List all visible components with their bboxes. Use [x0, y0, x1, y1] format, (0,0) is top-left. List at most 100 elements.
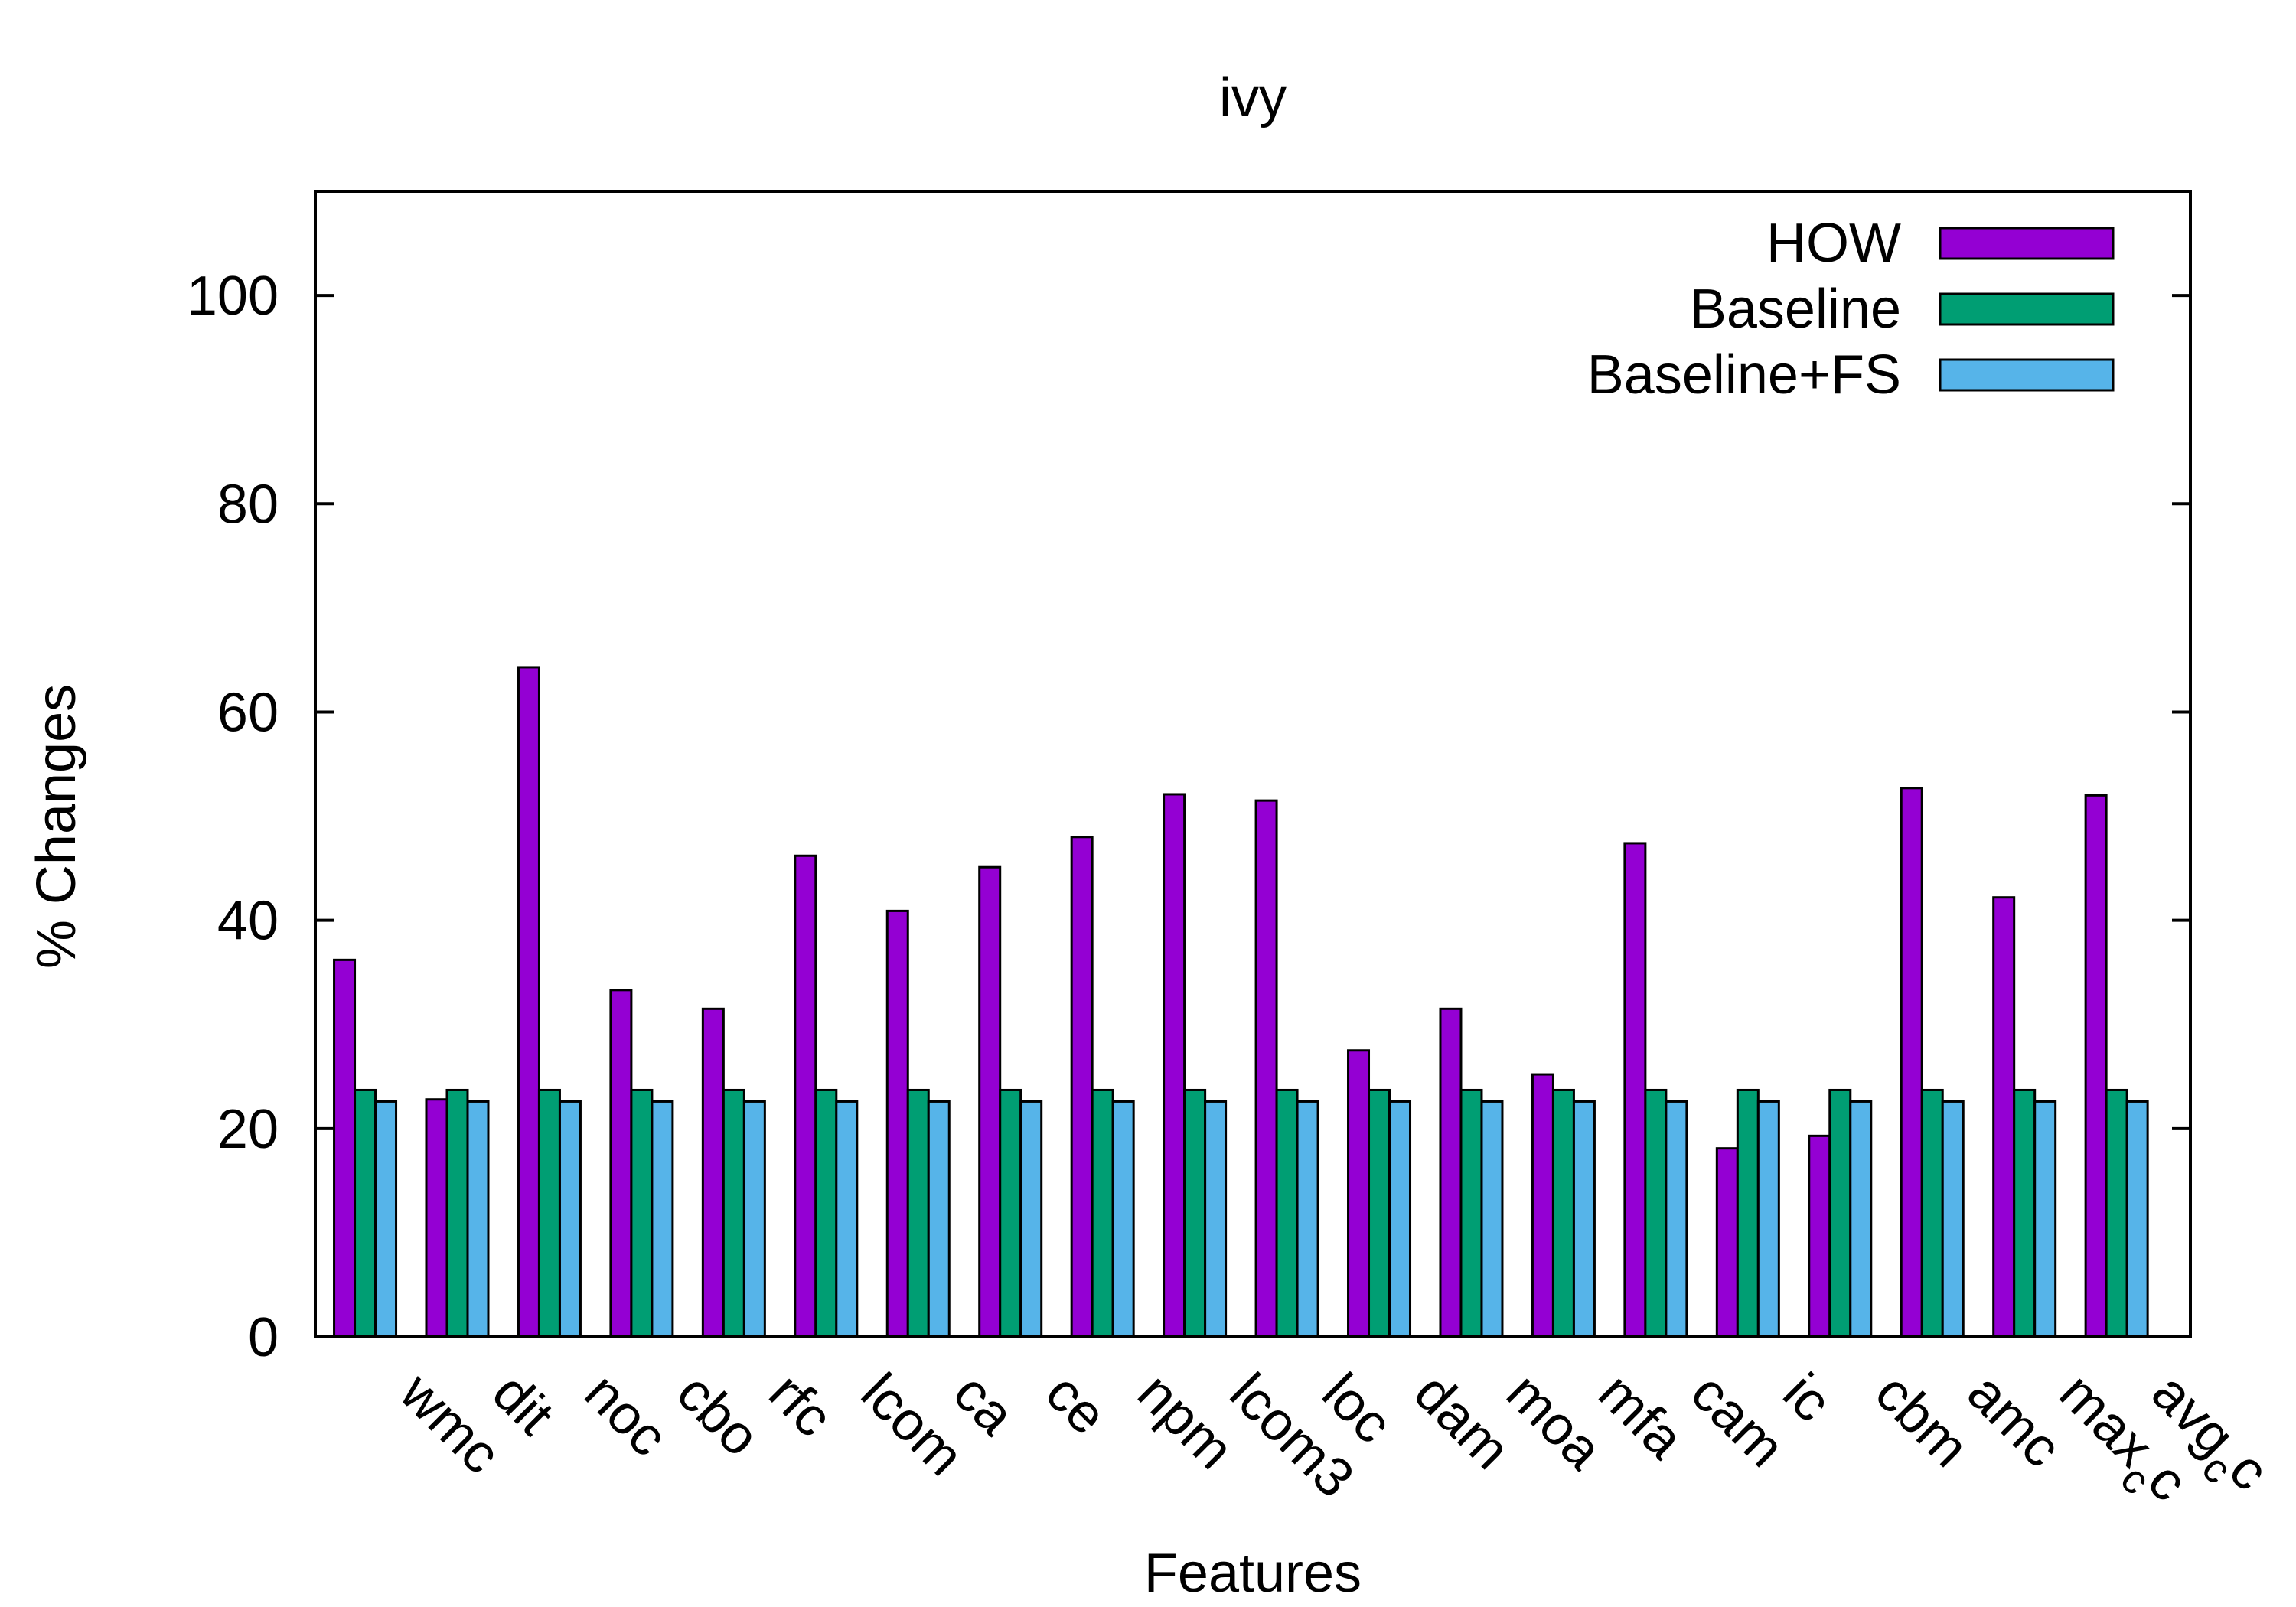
x-tick-label: lcom	[850, 1362, 975, 1488]
chart-title: ivy	[1219, 67, 1287, 129]
x-tick-label-base: cbm	[1864, 1362, 1981, 1479]
bar-baseline-mfa	[1553, 1090, 1574, 1337]
bar-how-npm	[1071, 837, 1092, 1337]
bar-how-noc	[518, 667, 539, 1337]
legend-swatch	[1940, 294, 2113, 324]
bar-baseline-fs-max-cc	[2035, 1101, 2056, 1337]
legend-label: Baseline	[1690, 279, 1901, 340]
x-tick-label: mfa	[1587, 1362, 1696, 1471]
y-tick-label: 80	[217, 474, 279, 535]
bar-baseline-max-cc	[2014, 1090, 2035, 1337]
x-tick-label-base: ce	[1034, 1362, 1118, 1446]
x-tick-label-base: cam	[1679, 1362, 1796, 1479]
bar-how-loc	[1256, 800, 1277, 1337]
x-tick-label: noc	[573, 1362, 680, 1468]
bar-how-lcom3	[1164, 794, 1185, 1337]
x-tick-label: cam	[1679, 1362, 1796, 1479]
bar-how-ca	[887, 911, 908, 1337]
bar-baseline-ca	[908, 1090, 928, 1337]
legend-label: HOW	[1766, 213, 1901, 274]
x-tick-label: moa	[1495, 1362, 1614, 1482]
bar-how-moa	[1440, 1009, 1461, 1337]
x-tick-label: ce	[1034, 1362, 1118, 1446]
y-tick-label: 60	[217, 682, 279, 743]
x-tick-label: cbm	[1864, 1362, 1981, 1479]
bar-baseline-fs-cbo	[652, 1101, 673, 1337]
bar-baseline-fs-ca	[928, 1101, 949, 1337]
bar-how-max-cc	[1994, 898, 2014, 1337]
bar-baseline-ic	[1737, 1090, 1758, 1337]
bar-baseline-lcom3	[1185, 1090, 1205, 1337]
bar-how-wmc	[334, 960, 355, 1337]
bar-baseline-fs-dit	[468, 1101, 488, 1337]
y-tick-label: 100	[187, 266, 279, 327]
y-tick-label: 0	[248, 1307, 279, 1368]
bar-baseline-dam	[1369, 1090, 1390, 1337]
x-axis-label: Features	[1144, 1543, 1362, 1604]
bar-baseline-fs-amc	[1942, 1101, 1963, 1337]
bar-baseline-lcom	[816, 1090, 837, 1337]
bar-baseline-moa	[1461, 1090, 1482, 1337]
bar-how-dam	[1349, 1051, 1369, 1337]
y-axis-label: % Changes	[26, 684, 87, 969]
bar-how-dit	[426, 1100, 447, 1337]
x-tick-label-base: dam	[1403, 1362, 1522, 1482]
bars-layer	[334, 667, 2148, 1337]
bar-baseline-fs-cbm	[1851, 1101, 1871, 1337]
x-tick-label-base: mfa	[1587, 1362, 1696, 1471]
bar-baseline-ce	[1000, 1090, 1021, 1337]
bar-baseline-rfc	[723, 1090, 744, 1337]
legend-swatch	[1940, 360, 2113, 390]
bar-baseline-cbo	[631, 1090, 652, 1337]
x-tick-label: npm	[1126, 1362, 1245, 1482]
bar-baseline-fs-rfc	[744, 1101, 765, 1337]
bar-baseline-fs-dam	[1390, 1101, 1411, 1337]
bar-how-avg-cc	[2086, 795, 2106, 1337]
x-tick-label-base: lcom	[850, 1362, 975, 1488]
x-tick-label-base: amc	[1955, 1362, 2073, 1479]
bar-baseline-dit	[447, 1090, 468, 1337]
bar-baseline-avg-cc	[2106, 1090, 2127, 1337]
bar-how-ce	[980, 867, 1000, 1337]
x-tick-label-base: noc	[573, 1362, 680, 1468]
bar-how-amc	[1901, 788, 1922, 1337]
x-tick-label-base: rfc	[758, 1362, 844, 1449]
bar-baseline-fs-ic	[1758, 1101, 1779, 1337]
bar-baseline-fs-moa	[1482, 1101, 1502, 1337]
bar-baseline-fs-loc	[1297, 1101, 1318, 1337]
x-tick-label-base: moa	[1495, 1362, 1614, 1482]
x-tick-label: wmc	[388, 1361, 512, 1485]
bar-how-ic	[1717, 1149, 1737, 1337]
bar-baseline-fs-cam	[1666, 1101, 1687, 1337]
bar-how-cbo	[611, 990, 631, 1337]
x-tick-label: amc	[1955, 1362, 2073, 1479]
legend-swatch	[1940, 228, 2113, 259]
bar-how-cbm	[1809, 1136, 1830, 1337]
bar-baseline-fs-mfa	[1574, 1101, 1594, 1337]
bar-baseline-fs-lcom3	[1205, 1101, 1226, 1337]
bar-baseline-fs-lcom	[837, 1101, 857, 1337]
bar-baseline-fs-noc	[559, 1101, 580, 1337]
bar-baseline-fs-avg-cc	[2127, 1101, 2148, 1337]
bar-baseline-fs-ce	[1021, 1101, 1042, 1337]
y-tick-label: 20	[217, 1099, 279, 1160]
bar-baseline-amc	[1922, 1090, 1942, 1337]
bar-baseline-noc	[539, 1090, 559, 1337]
x-tick-label-base: cbo	[665, 1362, 771, 1468]
bar-how-lcom	[795, 856, 816, 1337]
x-tick-label: dam	[1403, 1362, 1522, 1482]
bar-how-cam	[1625, 843, 1645, 1337]
x-tick-label: rfc	[758, 1362, 844, 1449]
bar-baseline-loc	[1277, 1090, 1297, 1337]
bar-baseline-cbm	[1830, 1090, 1851, 1337]
bar-how-mfa	[1532, 1074, 1553, 1337]
x-tick-label-base: wmc	[388, 1361, 512, 1485]
legend-label: Baseline+FS	[1587, 344, 1901, 406]
x-tick-label-base: npm	[1126, 1362, 1245, 1482]
bar-baseline-cam	[1645, 1090, 1666, 1337]
x-tick-label: cbo	[665, 1362, 771, 1468]
